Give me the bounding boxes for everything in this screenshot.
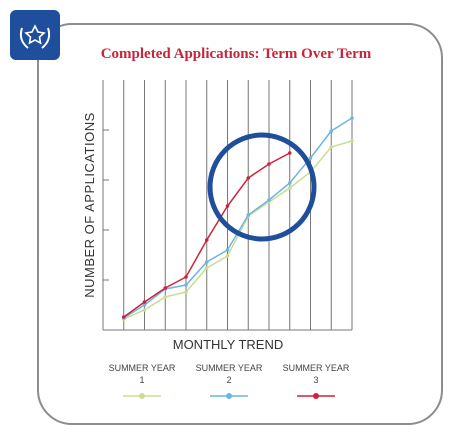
data-point [184,283,188,287]
y-axis-label: NUMBER OF APPLICATIONS [82,112,97,298]
data-point [163,286,168,290]
data-point [287,151,292,155]
legend-label: SUMMER YEAR 1 [108,363,176,385]
data-point [225,254,230,258]
data-point [287,181,292,185]
frame [37,23,443,425]
data-point [225,248,230,252]
data-point [308,156,313,160]
badge-icon [10,10,60,60]
data-point [246,213,251,217]
data-point [142,300,147,304]
data-point [267,198,271,202]
data-point [350,116,354,120]
data-point [142,303,147,307]
legend-marker [139,393,145,399]
data-point [121,315,126,319]
data-point [329,129,334,133]
data-point [246,176,251,180]
legend-label: SUMMER YEAR 3 [282,363,350,385]
legend-marker [226,393,232,399]
legend-label: SUMMER YEAR 2 [195,363,263,385]
data-point [163,295,168,299]
x-axis-label: MONTHLY TREND [173,337,284,352]
data-point [204,266,209,270]
data-point [142,308,147,312]
wreath [19,24,51,49]
chart-title: Completed Applications: Term Over Term [101,46,372,62]
legend-marker [313,393,319,399]
data-point [267,162,271,166]
data-point [204,260,209,264]
series-line [123,140,353,320]
highlight-circle [207,132,317,242]
data-point [287,186,292,190]
data-point [350,139,354,143]
data-point [225,204,230,208]
data-point [184,275,188,279]
data-point [329,145,334,149]
data-point [184,290,188,294]
data-point [204,238,209,242]
series-line [123,117,353,319]
